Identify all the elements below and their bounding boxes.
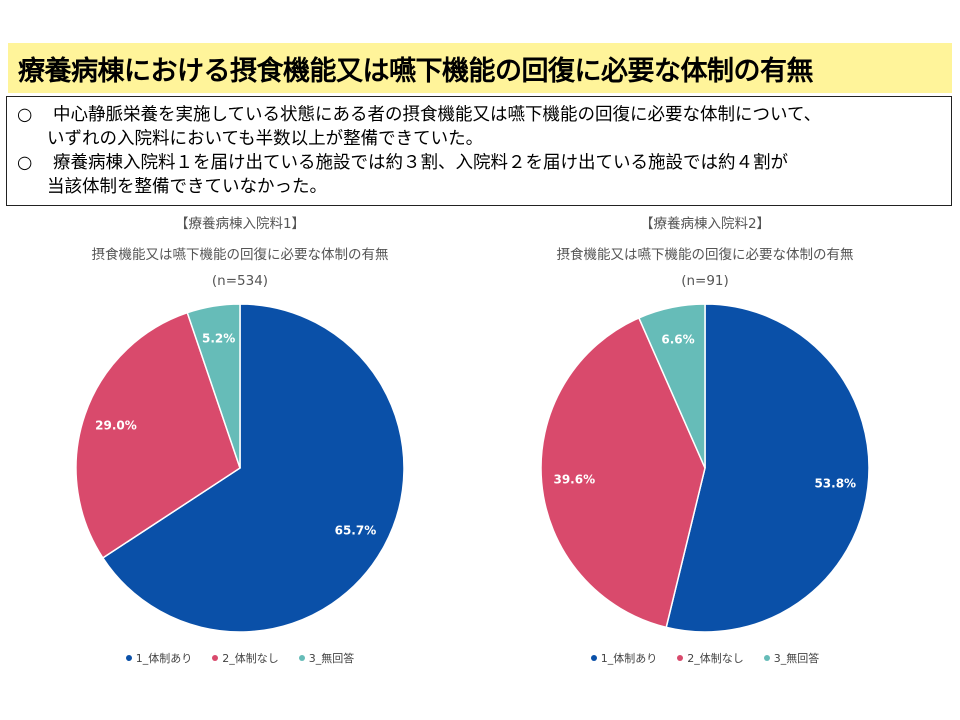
chart-title: 【療養病棟入院料2】 (639, 216, 771, 232)
legend-swatch (298, 655, 305, 661)
summary-text-line: 当該体制を整備できていなかった。 (47, 177, 327, 197)
chart-title: 【療養病棟入院料1】 (174, 216, 306, 232)
legend-swatch (125, 655, 132, 661)
summary-text-line: 中心静脈栄養を実施している状態にある者の摂食機能又は嚥下機能の回復に必要な体制に… (53, 105, 822, 125)
pie-slice-3 (186, 303, 241, 469)
pie-data-label: 5.2% (202, 332, 235, 346)
chart-legend: 1_体制あり 2_体制なし 3_無回答 (5, 650, 475, 666)
chart-subtitle: 摂食機能又は嚥下機能の回復に必要な体制の有無 (556, 247, 854, 263)
pie-slice-2 (540, 316, 706, 629)
bullet-circle-icon: ○ (17, 105, 33, 125)
summary-box: ○ 中心静脈栄養を実施している状態にある者の摂食機能又は嚥下機能の回復に必要な体… (6, 96, 952, 206)
chart-sample-size: (n=534) (211, 273, 269, 289)
pie-data-label: 53.8% (814, 477, 856, 491)
chart-sample-size: (n=91) (681, 273, 729, 289)
legend-label: 3_無回答 (773, 652, 820, 665)
summary-bullet: ○ 療養病棟入院料１を届け出ている施設では約３割、入院料２を届け出ている施設では… (17, 151, 943, 199)
pie-slice-1 (101, 303, 405, 633)
page-title-bar: 療養病棟における摂食機能又は嚥下機能の回復に必要な体制の有無 (8, 43, 952, 93)
chart-legend: 1_体制あり 2_体制なし 3_無回答 (470, 650, 940, 666)
pie-chart-1: 【療養病棟入院料1】 摂食機能又は嚥下機能の回復に必要な体制の有無 (n=534… (5, 206, 475, 676)
legend-label: 2_体制なし (687, 652, 744, 665)
legend-item: 3_無回答 (298, 650, 355, 666)
summary-text-line: 療養病棟入院料１を届け出ている施設では約３割、入院料２を届け出ている施設では約４… (53, 153, 788, 173)
legend-swatch (212, 655, 219, 661)
legend-label: 1_体制あり (600, 652, 658, 665)
summary-text-line: いずれの入院料においても半数以上が整備できていた。 (47, 129, 484, 149)
pie-svg: 53.8% 39.6% 6.6% (540, 303, 870, 633)
legend-swatch (763, 655, 770, 661)
pie-svg: 65.7% 29.0% 5.2% (75, 303, 405, 633)
legend-item: 2_体制なし (677, 650, 744, 666)
page-title: 療養病棟における摂食機能又は嚥下機能の回復に必要な体制の有無 (18, 55, 814, 87)
pie-chart-2: 【療養病棟入院料2】 摂食機能又は嚥下機能の回復に必要な体制の有無 (n=91)… (470, 206, 940, 676)
pie-slice-1 (665, 303, 870, 633)
legend-label: 1_体制あり (135, 652, 193, 665)
pie-data-label: 29.0% (95, 418, 137, 432)
pie-slice-3 (637, 303, 706, 469)
legend-label: 2_体制なし (222, 652, 279, 665)
chart-subtitle: 摂食機能又は嚥下機能の回復に必要な体制の有無 (91, 247, 389, 263)
legend-swatch (677, 655, 684, 661)
bullet-circle-icon: ○ (17, 153, 33, 173)
pie-data-label: 65.7% (335, 523, 377, 537)
legend-item: 2_体制なし (212, 650, 279, 666)
legend-item: 3_無回答 (763, 650, 820, 666)
legend-swatch (590, 655, 597, 661)
legend-label: 3_無回答 (308, 652, 355, 665)
pie-slice-2 (75, 311, 241, 559)
pie-data-label: 39.6% (553, 473, 595, 487)
pie-data-label: 6.6% (661, 333, 694, 347)
legend-item: 1_体制あり (125, 650, 193, 666)
legend-item: 1_体制あり (590, 650, 658, 666)
summary-bullet: ○ 中心静脈栄養を実施している状態にある者の摂食機能又は嚥下機能の回復に必要な体… (17, 103, 943, 151)
